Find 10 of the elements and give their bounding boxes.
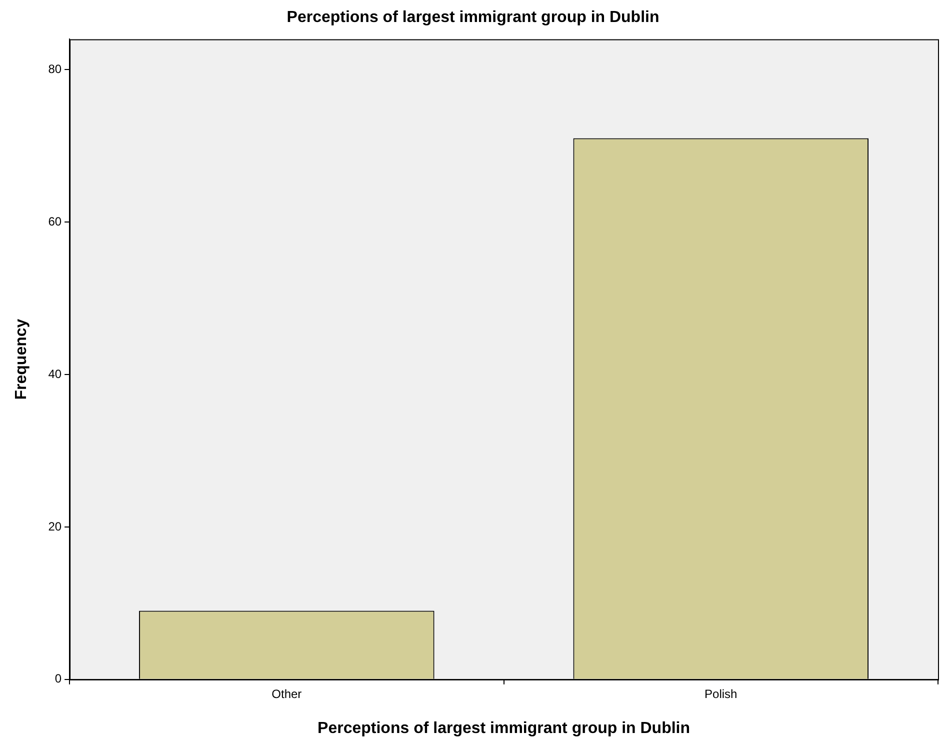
- x-axis-title: Perceptions of largest immigrant group in Dublin: [318, 720, 690, 737]
- y-tick-label: 40: [48, 366, 62, 381]
- y-axis-title: Frequency: [13, 318, 30, 400]
- y-tick-label: 0: [54, 672, 62, 686]
- y-tick-label: 60: [48, 214, 62, 228]
- y-tick-label: 80: [48, 62, 62, 76]
- x-tick-label: Polish: [704, 686, 738, 701]
- chart-title: Perceptions of largest immigrant group in Dublin: [286, 9, 660, 26]
- x-tick-label: Other: [272, 686, 302, 701]
- y-tick-label: 20: [48, 519, 62, 534]
